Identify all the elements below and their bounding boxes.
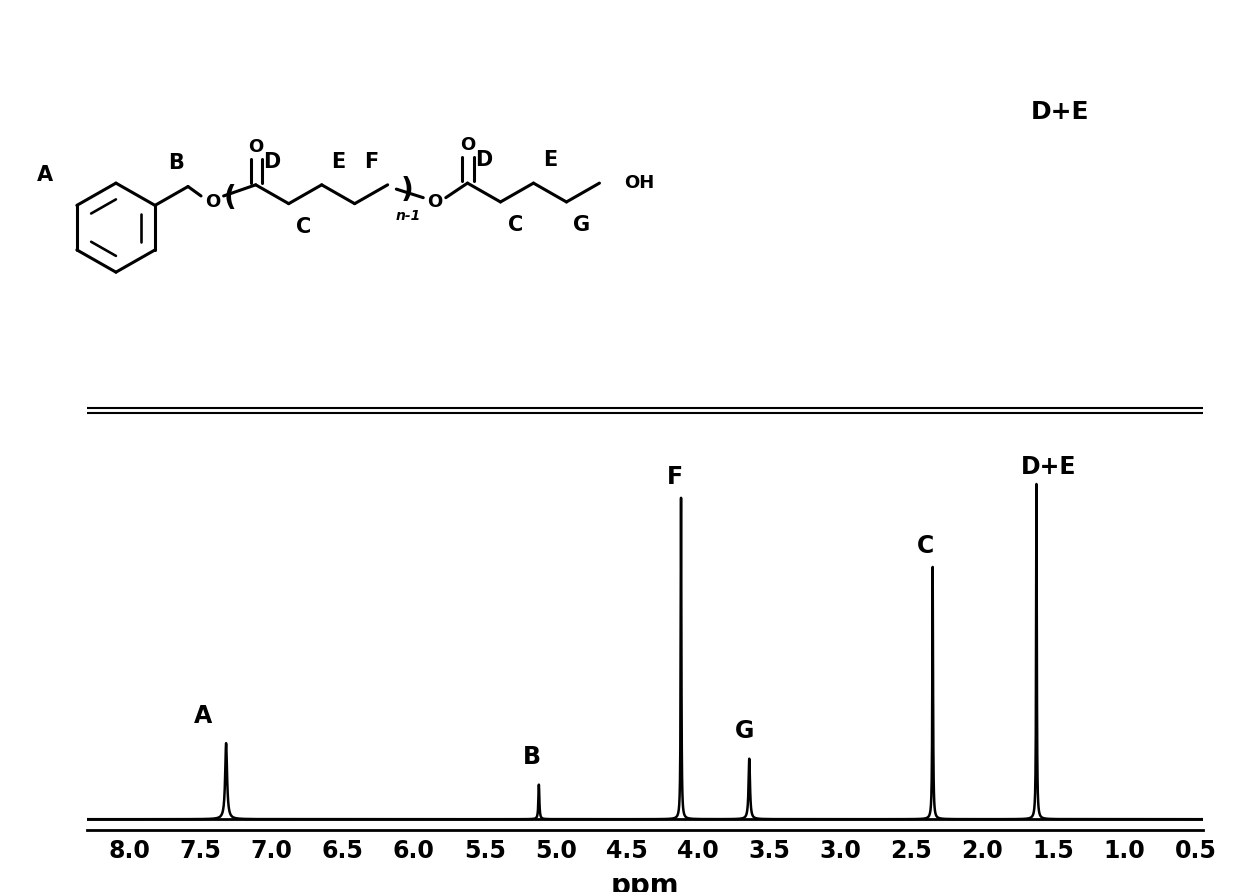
X-axis label: ppm: ppm bbox=[610, 871, 680, 892]
Text: O: O bbox=[427, 193, 443, 211]
Text: E: E bbox=[331, 152, 345, 171]
Text: (: ( bbox=[223, 184, 236, 211]
Text: C: C bbox=[918, 534, 934, 558]
Text: D: D bbox=[475, 150, 492, 170]
Text: ): ) bbox=[401, 176, 413, 204]
Text: O: O bbox=[248, 138, 263, 156]
Text: O: O bbox=[460, 136, 475, 154]
Text: G: G bbox=[573, 215, 590, 235]
Text: B: B bbox=[523, 745, 541, 769]
Text: A: A bbox=[37, 164, 53, 185]
Text: A: A bbox=[193, 704, 212, 728]
Text: D+E: D+E bbox=[1030, 100, 1090, 124]
Text: C: C bbox=[296, 217, 311, 236]
Text: D+E: D+E bbox=[1021, 455, 1076, 479]
Text: n-1: n-1 bbox=[396, 209, 422, 223]
Text: E: E bbox=[543, 150, 557, 170]
Text: F: F bbox=[667, 466, 683, 489]
Text: G: G bbox=[735, 719, 754, 743]
Text: C: C bbox=[507, 215, 523, 235]
Text: B: B bbox=[167, 153, 184, 173]
Text: O: O bbox=[205, 193, 219, 211]
Text: OH: OH bbox=[624, 174, 653, 192]
Text: F: F bbox=[365, 152, 378, 171]
Text: D: D bbox=[264, 152, 280, 171]
